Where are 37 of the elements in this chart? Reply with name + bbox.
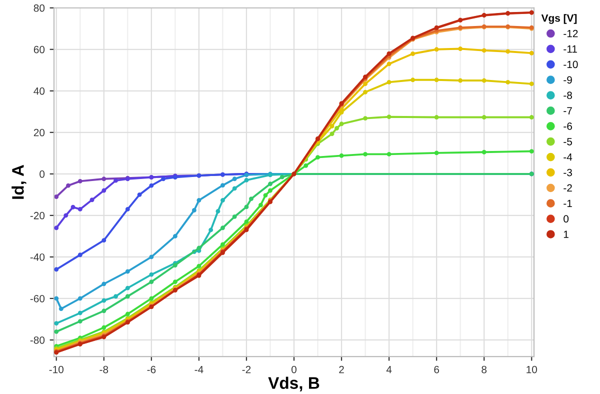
legend-label: -7 — [564, 107, 572, 114]
legend-label: -8 — [564, 92, 572, 100]
legend-label: -3 — [564, 168, 572, 176]
legend-label: -2 — [564, 184, 572, 192]
legend-label: -1 — [564, 200, 572, 207]
legend-label: -9 — [564, 76, 572, 84]
y-tick-label: 80 — [34, 4, 45, 12]
x-tick-label: 2 — [339, 366, 344, 374]
y-tick-label: 60 — [34, 46, 45, 54]
x-tick-label: -2 — [242, 366, 251, 374]
x-tick-label: -4 — [194, 366, 204, 374]
legend-label: -4 — [564, 154, 572, 161]
y-tick-label: 0 — [40, 170, 45, 178]
x-tick-label: -10 — [49, 366, 64, 374]
x-tick-label: 10 — [526, 366, 538, 374]
y-axis-title: Id, A — [12, 164, 26, 199]
x-axis-title: Vds, B — [268, 376, 320, 392]
y-tick-label: -60 — [30, 294, 45, 302]
y-tick-label: -80 — [30, 336, 45, 344]
x-tick-label: 6 — [434, 366, 440, 374]
legend-label: -12 — [564, 30, 578, 38]
y-tick-label: 40 — [34, 87, 45, 95]
x-tick-label: -6 — [147, 366, 156, 374]
x-tick-label: 0 — [292, 366, 296, 374]
x-tick-label: 8 — [482, 366, 487, 374]
legend-label: -11 — [564, 45, 577, 53]
legend-label: -10 — [564, 60, 578, 68]
x-tick-label: -8 — [100, 366, 108, 374]
legend-label: 1 — [564, 230, 568, 238]
y-tick-label: -20 — [30, 212, 45, 220]
legend-title: Vgs [V] — [541, 14, 577, 24]
legend-label: -6 — [564, 122, 572, 130]
x-tick-label: 4 — [386, 366, 392, 374]
y-tick-label: 20 — [34, 128, 45, 136]
legend-label: -5 — [564, 138, 572, 146]
legend-label: 0 — [564, 215, 569, 223]
y-tick-label: -40 — [30, 253, 45, 261]
